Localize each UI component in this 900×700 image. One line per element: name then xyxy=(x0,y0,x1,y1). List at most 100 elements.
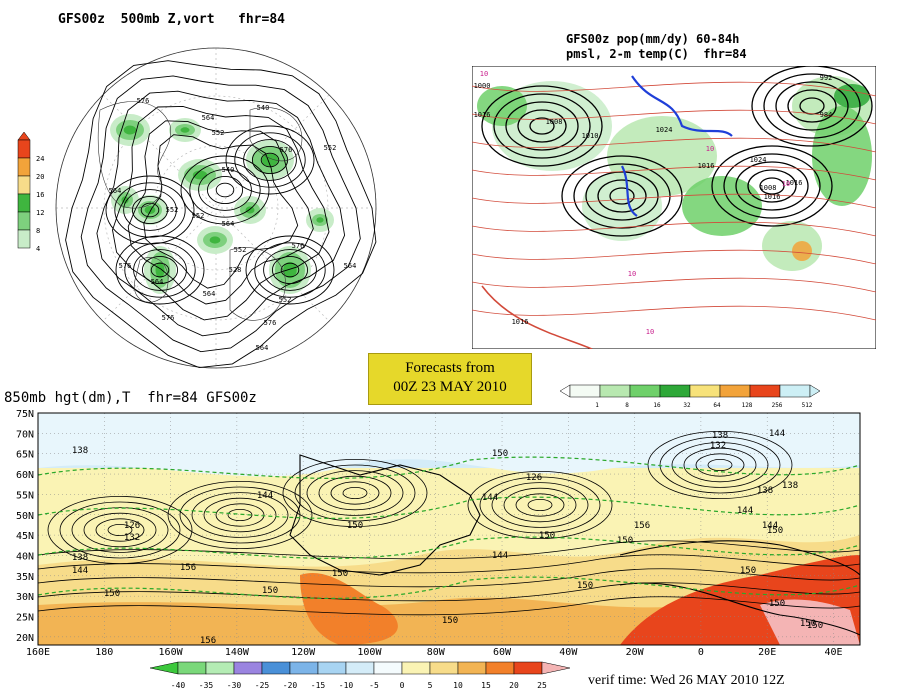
height-contour xyxy=(198,169,252,211)
height-contour xyxy=(225,125,315,195)
longitude-label: 140W xyxy=(225,647,250,655)
latitude-label: 30N xyxy=(16,592,34,603)
height-contour-label: 144 xyxy=(482,493,498,503)
height-contour xyxy=(140,202,160,218)
height-contour-label: 138 xyxy=(712,431,728,441)
height-contour-label: 150 xyxy=(442,616,458,626)
scale-swatch xyxy=(659,384,691,398)
height-contour xyxy=(203,497,277,533)
latitude-label: 25N xyxy=(16,613,34,624)
precip-fill xyxy=(762,221,822,271)
height-contour-label: 150 xyxy=(492,449,508,459)
pop-contour-label: 1010 xyxy=(582,132,599,140)
pressure-contour xyxy=(723,153,821,219)
vort-fill-core xyxy=(316,217,324,223)
height-contour xyxy=(124,242,196,298)
height-contour-label: 144 xyxy=(492,551,508,561)
pop-contour-label: 1024 xyxy=(750,156,767,164)
scale-tick-label: 32 xyxy=(683,402,691,409)
height-contour xyxy=(180,155,270,225)
height-contour-label: 144 xyxy=(257,491,273,501)
vort-fill-core xyxy=(123,125,137,135)
latitude-label: 75N xyxy=(16,409,34,420)
panel-500mb-color-scale: 24 20 16 12 8 4 xyxy=(17,131,44,253)
scale-swatch xyxy=(17,175,31,195)
height-contour-label: 156 xyxy=(200,636,216,646)
panel-850mb-map: 1381261321381441501441561501561501501501… xyxy=(16,409,861,655)
height-contour-label: 150 xyxy=(539,531,555,541)
height-contour-ring xyxy=(80,75,361,353)
scale-swatch xyxy=(401,661,431,675)
height-contour-ring xyxy=(143,134,299,289)
height-contour xyxy=(515,493,565,517)
scale-swatch xyxy=(485,661,515,675)
height-contour-label: 540 xyxy=(222,166,235,174)
height-contour-label: 564 xyxy=(344,262,357,270)
temp-contour xyxy=(472,137,876,153)
height-contour-label: 144 xyxy=(762,521,778,531)
height-contour xyxy=(191,492,289,538)
height-contour xyxy=(215,182,235,198)
pop-contour-label: 1000 xyxy=(474,82,491,90)
coastline xyxy=(619,582,861,636)
latitude-label: 35N xyxy=(16,572,34,583)
height-contour xyxy=(115,235,205,305)
pop-contour-label: 10 xyxy=(706,145,714,153)
pressure-contour xyxy=(775,81,849,131)
scale-tick-label: 512 xyxy=(802,402,813,409)
height-contour-label: 138 xyxy=(757,486,773,496)
pop-contour-label: 1008 xyxy=(546,118,563,126)
scale-tick-label: 128 xyxy=(742,402,753,409)
freezing-contour xyxy=(631,75,733,137)
pop-contour-label: 984 xyxy=(820,111,833,119)
vort-fill-core xyxy=(192,170,208,180)
height-contour xyxy=(206,175,244,205)
forecast-banner-line2: 00Z 23 MAY 2010 xyxy=(393,379,507,395)
pop-contour-label: 1016 xyxy=(764,193,781,201)
scale-swatch xyxy=(689,384,721,398)
panel-850mb-title: 850mb hgt(dm),T fhr=84 GFS00z xyxy=(4,390,257,406)
panel-500mb-map: 576 564 552 540 576 552 564 552 540 552 564 576 552 5… xyxy=(55,47,377,369)
pressure-contour xyxy=(597,179,647,213)
height-contour-label: 564 xyxy=(109,187,122,195)
precip-fill xyxy=(792,241,812,261)
scale-arrow-left xyxy=(560,384,571,398)
latitude-label: 20N xyxy=(16,633,34,644)
temp-contour xyxy=(472,305,876,321)
height-contour xyxy=(467,471,613,539)
height-contour-ring xyxy=(96,90,346,337)
panel-pop-title-line2: pmsl, 2-m temp(C) fhr=84 xyxy=(566,47,747,61)
height-contour xyxy=(95,518,145,542)
longitude-label: 40E xyxy=(824,647,842,655)
pressure-contour xyxy=(759,177,785,195)
precip-fill xyxy=(812,106,872,206)
latitude-label: 65N xyxy=(16,450,34,461)
scale-tick-label: 1 xyxy=(595,402,599,409)
scale-swatch xyxy=(719,384,751,398)
latitude-label: 40N xyxy=(16,551,34,562)
height-contour-label: 150 xyxy=(807,621,823,631)
precip-fill xyxy=(582,171,662,241)
scale-tick-label: -35 xyxy=(199,681,214,690)
height-contour-label: 564 xyxy=(203,290,216,298)
longitude-label: 100W xyxy=(357,647,382,655)
height-contour-label: 564 xyxy=(202,114,215,122)
coastline xyxy=(619,540,861,576)
height-contour-label: 150 xyxy=(347,521,363,531)
scale-tick-label: 24 xyxy=(36,155,44,163)
scale-tick-label: 20 xyxy=(36,173,44,181)
height-contour xyxy=(37,582,861,602)
scale-tick-label: 4 xyxy=(36,245,40,253)
scale-swatch xyxy=(17,139,31,159)
scale-tick-label: 20 xyxy=(509,681,519,690)
pressure-contour xyxy=(735,161,809,211)
scale-tick-label: 16 xyxy=(36,191,44,199)
pop-contour-label: 10 xyxy=(782,180,790,188)
scale-swatch xyxy=(599,384,631,398)
longitude-label: 0 xyxy=(698,647,704,655)
scale-tick-label: 25 xyxy=(537,681,547,690)
longitude-label: 60W xyxy=(493,647,512,655)
temp-contour xyxy=(472,193,876,209)
scale-tick-label: -25 xyxy=(255,681,270,690)
scale-tick-label: -5 xyxy=(369,681,379,690)
